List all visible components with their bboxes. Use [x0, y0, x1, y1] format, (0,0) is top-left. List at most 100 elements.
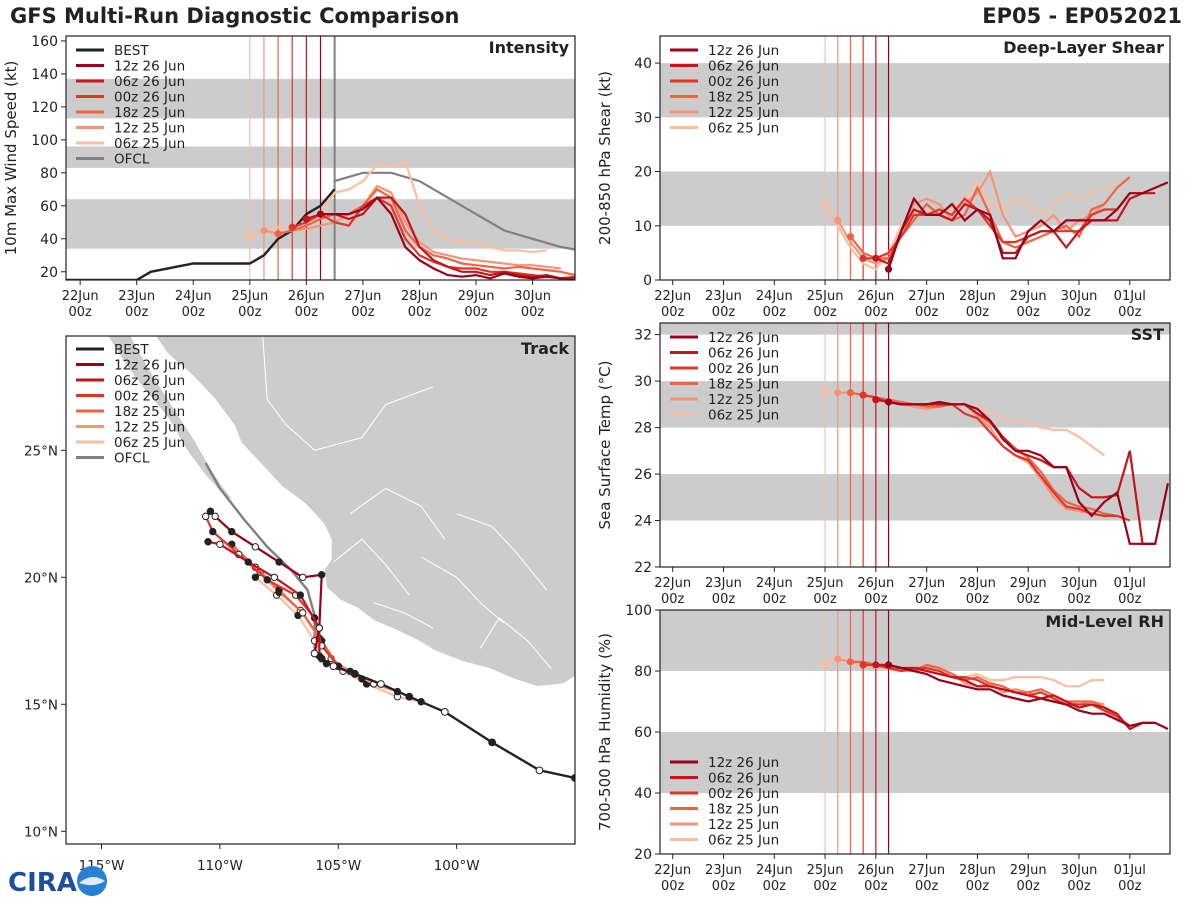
intensity-panel: 2040608010012014016022Jun00z23Jun00z24Ju… [2, 34, 576, 320]
track-position-point [251, 543, 260, 551]
track-position-point [270, 573, 279, 581]
x-tick-label: 23Jun [705, 576, 742, 591]
y-tick-label: 10°N [24, 824, 58, 840]
x-tick-label: 23Jun [705, 863, 742, 878]
legend-label: 12z 25 Jun [708, 105, 779, 121]
legend-label: 06z 25 Jun [708, 121, 779, 137]
y-tick-label: 28 [634, 421, 652, 437]
x-tick-label: 30Jun [1061, 289, 1098, 304]
legend-label: 06z 26 Jun [708, 59, 779, 75]
x-tick-label: 23Jun [705, 289, 742, 304]
best-track-point [405, 692, 414, 701]
legend-label: BEST [114, 342, 149, 358]
x-tick-label: 00z [1118, 879, 1142, 894]
state-border-line [373, 602, 434, 629]
track-position-point [206, 507, 215, 515]
swirl-icon [79, 876, 105, 886]
x-tick-label: 28Jun [959, 576, 996, 591]
figure-title: GFS Multi-Run Diagnostic Comparison [10, 4, 460, 28]
x-tick-label: 29Jun [458, 289, 495, 304]
track-position-point [211, 512, 219, 521]
track-position-point [244, 558, 252, 566]
series-start-point [884, 265, 893, 273]
legend-label: 12z 26 Jun [114, 59, 185, 75]
series-start-point [846, 658, 855, 666]
x-tick-label: 00z [864, 305, 888, 320]
series-line [277, 187, 575, 277]
legend-label: 18z 25 Jun [708, 90, 779, 106]
legend-label: 12z 25 Jun [708, 392, 779, 408]
plot-frame [659, 35, 1171, 281]
best-track-line [313, 652, 575, 780]
legend-label: 12z 26 Jun [708, 755, 779, 771]
y-tick-label: 60 [40, 199, 58, 215]
y-tick-label: 40 [40, 232, 58, 248]
x-tick-label: 01Jul [1114, 289, 1146, 304]
x-tick-label: 22Jun [654, 863, 691, 878]
x-tick-label: 27Jun [908, 863, 945, 878]
x-tick-label: 26Jun [857, 576, 894, 591]
legend-label: 00z 26 Jun [114, 389, 185, 405]
x-tick-label: 00z [763, 592, 787, 607]
series-start-point [859, 254, 867, 262]
series-start-point [872, 396, 880, 404]
plot-area [660, 323, 1170, 567]
best-track-series-line [66, 188, 336, 280]
x-tick-label: 29Jun [1010, 863, 1047, 878]
panel-title: SST [1131, 325, 1164, 344]
y-tick-label: 20 [40, 265, 58, 281]
state-border-line [333, 538, 410, 596]
y-tick-label: 80 [40, 166, 58, 182]
x-tick-label: 00z [763, 879, 787, 894]
state-border-line [420, 556, 505, 624]
x-tick-label: 00z [661, 305, 685, 320]
y-tick-label: 15°N [24, 697, 58, 713]
mexico-mainland-shape [154, 336, 575, 688]
x-tick-label: 00z [966, 592, 990, 607]
x-tick-label: 00z [464, 305, 488, 320]
shear-panel: 01020304022Jun00z23Jun00z24Jun00z25Jun00… [596, 35, 1171, 320]
y-tick-label: 30 [634, 110, 652, 126]
state-border-line [262, 336, 315, 451]
y-tick-label: 20 [634, 847, 652, 863]
x-tick-label: 24Jun [756, 576, 793, 591]
y-axis-label: 700-500 hPa Humidity (%) [596, 633, 614, 831]
series-start-point [316, 210, 325, 218]
y-tick-label: 60 [634, 725, 652, 741]
cira-logo-icon: CIRA [8, 866, 107, 898]
x-tick-label: 23Jun [118, 289, 155, 304]
x-tick-label: 00z [813, 592, 837, 607]
x-tick-label: 00z [712, 592, 736, 607]
legend-label: 18z 25 Jun [114, 404, 185, 420]
x-tick-label: 00z [1017, 592, 1041, 607]
x-tick-label: 00z [521, 305, 545, 320]
series-line [863, 663, 1131, 727]
panel-title: Track [521, 339, 569, 358]
x-tick-label: 00z [915, 305, 939, 320]
x-tick-label: 00z [712, 305, 736, 320]
x-tick-label: 00z [1017, 305, 1041, 320]
threshold-band [660, 732, 1170, 793]
y-axis-label: 200-850 hPa Shear (kt) [596, 71, 614, 245]
x-tick-label: 30Jun [514, 289, 551, 304]
x-tick-label: 00z [1118, 305, 1142, 320]
rh-panel: 2040608010022Jun00z23Jun00z24Jun00z25Jun… [596, 603, 1171, 894]
series-start-point [872, 661, 880, 669]
y-axis-label: Sea Surface Temp (°C) [596, 360, 614, 529]
forecast-track-line [207, 540, 321, 656]
track-position-point [263, 576, 271, 584]
legend-label: 06z 26 Jun [114, 373, 185, 389]
x-tick-label: 27Jun [908, 576, 945, 591]
series-start-point [260, 226, 268, 235]
x-tick-label: 00z [125, 305, 149, 320]
series-line [888, 400, 1169, 545]
state-border-line [479, 617, 552, 670]
plot-area [660, 36, 1170, 280]
threshold-band [660, 610, 1170, 671]
ofcl-series-line [334, 171, 575, 251]
x-tick-label: 24Jun [756, 289, 793, 304]
series-start-point [846, 389, 855, 397]
x-tick-label: 25Jun [807, 863, 844, 878]
x-tick-label: 28Jun [959, 289, 996, 304]
x-tick-label: 00z [1067, 879, 1091, 894]
